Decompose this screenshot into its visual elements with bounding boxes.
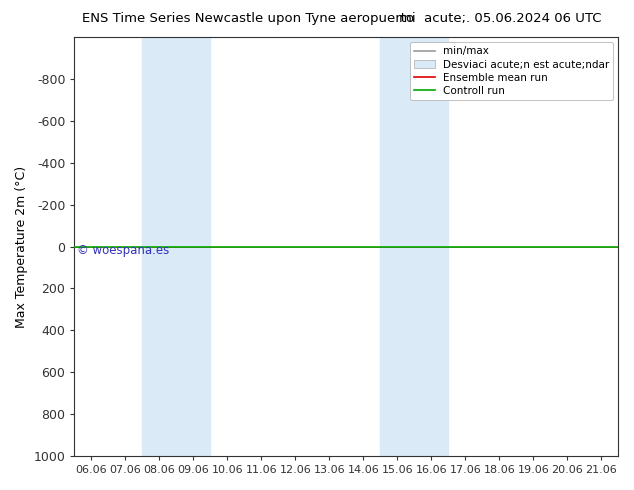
Text: mi  acute;. 05.06.2024 06 UTC: mi acute;. 05.06.2024 06 UTC	[399, 12, 602, 25]
Text: © woespana.es: © woespana.es	[77, 245, 169, 257]
Legend: min/max, Desviaci acute;n est acute;ndar, Ensemble mean run, Controll run: min/max, Desviaci acute;n est acute;ndar…	[410, 42, 613, 100]
Text: ENS Time Series Newcastle upon Tyne aeropuerto: ENS Time Series Newcastle upon Tyne aero…	[82, 12, 415, 25]
Bar	[143, 37, 210, 456]
Bar	[380, 37, 448, 456]
Y-axis label: Max Temperature 2m (°C): Max Temperature 2m (°C)	[15, 166, 28, 328]
